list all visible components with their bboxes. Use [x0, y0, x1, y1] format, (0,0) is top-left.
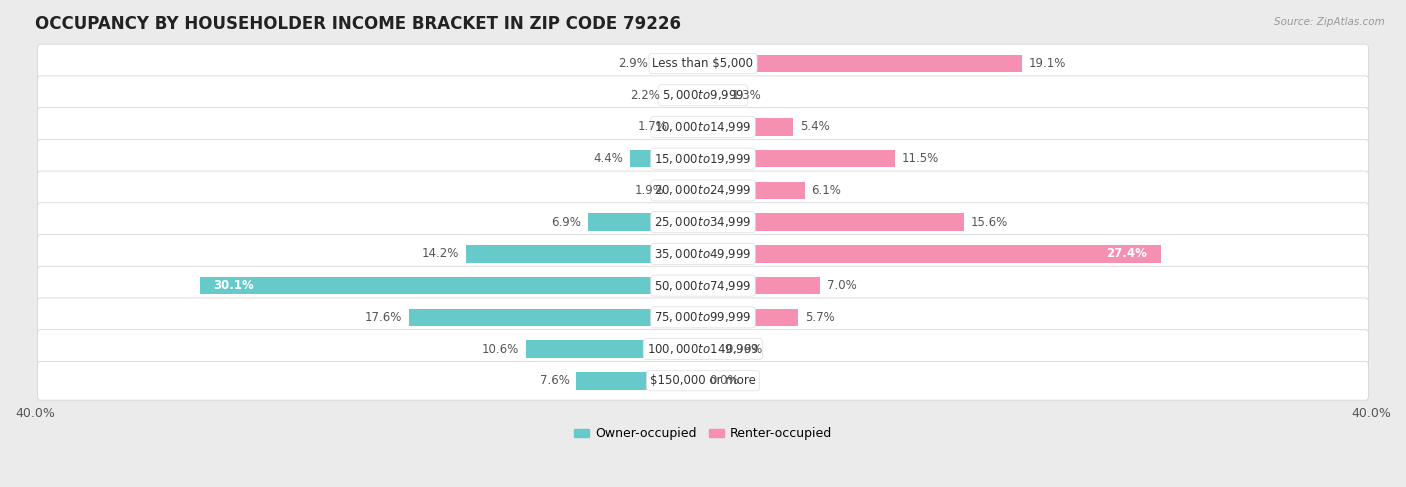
- FancyBboxPatch shape: [38, 139, 1368, 178]
- Text: 6.9%: 6.9%: [551, 216, 581, 228]
- Text: 1.9%: 1.9%: [634, 184, 665, 197]
- Text: OCCUPANCY BY HOUSEHOLDER INCOME BRACKET IN ZIP CODE 79226: OCCUPANCY BY HOUSEHOLDER INCOME BRACKET …: [35, 15, 681, 33]
- FancyBboxPatch shape: [38, 108, 1368, 146]
- Text: 2.9%: 2.9%: [619, 57, 648, 70]
- Text: 1.3%: 1.3%: [731, 89, 761, 102]
- FancyBboxPatch shape: [38, 298, 1368, 337]
- Bar: [703, 87, 724, 104]
- FancyBboxPatch shape: [38, 44, 1368, 83]
- Bar: [703, 340, 718, 358]
- Text: Less than $5,000: Less than $5,000: [652, 57, 754, 70]
- FancyBboxPatch shape: [38, 361, 1368, 400]
- FancyBboxPatch shape: [38, 76, 1368, 114]
- Text: 17.6%: 17.6%: [366, 311, 402, 324]
- Text: 4.4%: 4.4%: [593, 152, 623, 165]
- FancyBboxPatch shape: [38, 203, 1368, 242]
- Bar: [703, 55, 1022, 72]
- Bar: [703, 118, 793, 136]
- Text: 7.6%: 7.6%: [540, 375, 569, 387]
- FancyBboxPatch shape: [38, 330, 1368, 368]
- Text: 27.4%: 27.4%: [1107, 247, 1147, 261]
- Text: 15.6%: 15.6%: [970, 216, 1008, 228]
- Text: Source: ZipAtlas.com: Source: ZipAtlas.com: [1274, 17, 1385, 27]
- Text: 2.2%: 2.2%: [630, 89, 659, 102]
- Text: $35,000 to $49,999: $35,000 to $49,999: [654, 247, 752, 261]
- Text: $5,000 to $9,999: $5,000 to $9,999: [662, 88, 744, 102]
- Bar: [409, 309, 703, 326]
- Bar: [703, 150, 896, 168]
- Bar: [703, 309, 799, 326]
- Text: $10,000 to $14,999: $10,000 to $14,999: [654, 120, 752, 134]
- FancyBboxPatch shape: [38, 171, 1368, 210]
- Bar: [576, 372, 703, 390]
- Text: 0.96%: 0.96%: [725, 342, 763, 356]
- Text: $50,000 to $74,999: $50,000 to $74,999: [654, 279, 752, 293]
- Text: $100,000 to $149,999: $100,000 to $149,999: [647, 342, 759, 356]
- Text: $150,000 or more: $150,000 or more: [650, 375, 756, 387]
- Bar: [200, 277, 703, 294]
- Text: 19.1%: 19.1%: [1029, 57, 1066, 70]
- Text: $15,000 to $19,999: $15,000 to $19,999: [654, 151, 752, 166]
- Bar: [526, 340, 703, 358]
- Text: 1.7%: 1.7%: [638, 120, 668, 133]
- Bar: [666, 87, 703, 104]
- Bar: [465, 245, 703, 262]
- Bar: [671, 182, 703, 199]
- Bar: [588, 213, 703, 231]
- Legend: Owner-occupied, Renter-occupied: Owner-occupied, Renter-occupied: [568, 422, 838, 445]
- Bar: [655, 55, 703, 72]
- Bar: [630, 150, 703, 168]
- Bar: [703, 182, 804, 199]
- Bar: [703, 213, 963, 231]
- Text: $20,000 to $24,999: $20,000 to $24,999: [654, 184, 752, 197]
- Bar: [675, 118, 703, 136]
- FancyBboxPatch shape: [38, 235, 1368, 273]
- Bar: [703, 277, 820, 294]
- Text: $75,000 to $99,999: $75,000 to $99,999: [654, 310, 752, 324]
- Text: 11.5%: 11.5%: [901, 152, 939, 165]
- Text: 7.0%: 7.0%: [827, 279, 856, 292]
- Text: $25,000 to $34,999: $25,000 to $34,999: [654, 215, 752, 229]
- Text: 10.6%: 10.6%: [482, 342, 519, 356]
- Text: 0.0%: 0.0%: [710, 375, 740, 387]
- Text: 5.7%: 5.7%: [804, 311, 835, 324]
- Bar: [703, 245, 1160, 262]
- FancyBboxPatch shape: [38, 266, 1368, 305]
- Text: 30.1%: 30.1%: [214, 279, 254, 292]
- Text: 14.2%: 14.2%: [422, 247, 460, 261]
- Text: 6.1%: 6.1%: [811, 184, 841, 197]
- Text: 5.4%: 5.4%: [800, 120, 830, 133]
